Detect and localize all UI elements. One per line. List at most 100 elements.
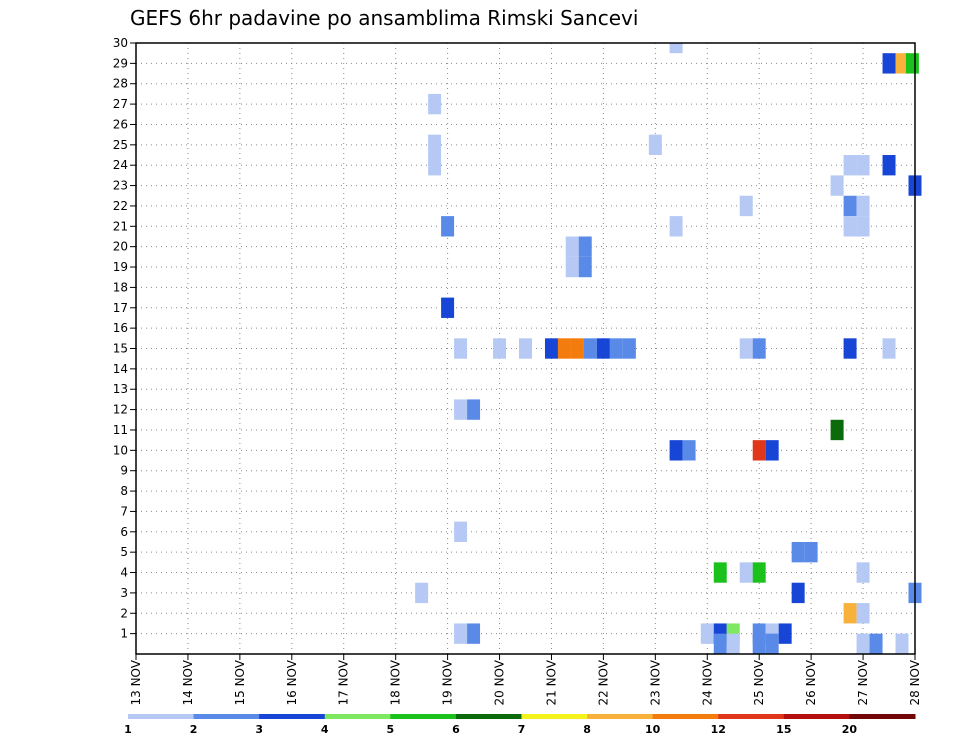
y-tick-label: 8: [120, 484, 128, 498]
heatmap-cell: [454, 338, 468, 359]
y-tick-label: 26: [113, 117, 128, 131]
heatmap-cell: [557, 338, 571, 359]
y-tick-label: 10: [113, 443, 128, 457]
heatmap-cell: [467, 399, 481, 420]
x-tick-label: 28 NOV: [908, 659, 922, 705]
legend-label: 20: [842, 723, 858, 736]
heatmap-cell: [752, 338, 766, 359]
heatmap-cell: [830, 175, 844, 196]
heatmap-cell: [739, 195, 753, 217]
legend-label: 6: [452, 723, 460, 736]
heatmap-cell: [856, 155, 870, 176]
legend-label: 4: [321, 723, 329, 736]
x-tick-label: 19 NOV: [441, 659, 455, 705]
heatmap-cell: [454, 399, 468, 420]
y-tick-label: 9: [120, 464, 128, 478]
heatmap-cell: [454, 623, 468, 644]
heatmap-cell: [856, 216, 870, 237]
y-tick-label: 18: [113, 280, 128, 294]
heatmap-cell: [669, 440, 683, 461]
y-tick-label: 13: [113, 382, 128, 396]
heatmap-cell: [843, 155, 857, 176]
heatmap-cell: [869, 633, 883, 654]
y-tick-label: 11: [113, 423, 128, 437]
x-tick-label: 26 NOV: [804, 659, 818, 705]
y-tick-label: 12: [113, 403, 128, 417]
y-tick-label: 24: [113, 158, 128, 172]
heatmap-cell: [895, 53, 909, 74]
heatmap-cell: [609, 338, 623, 359]
heatmap-cell: [565, 256, 579, 278]
heatmap-cell: [441, 297, 455, 318]
legend-swatch: [128, 714, 195, 719]
heatmap-cell: [570, 338, 584, 359]
heatmap-cell: [752, 633, 766, 654]
heatmap-cell: [622, 338, 636, 359]
heatmap-cell: [791, 582, 805, 604]
legend-swatch: [324, 714, 391, 719]
legend-label: 8: [583, 723, 591, 736]
heatmap-cell: [765, 440, 779, 461]
y-tick-label: 20: [113, 240, 128, 254]
heatmap-cell: [843, 216, 857, 237]
x-tick-label: 16 NOV: [285, 659, 299, 705]
y-tick-label: 6: [120, 525, 128, 539]
y-tick-label: 5: [120, 545, 128, 559]
legend-swatch: [390, 714, 457, 719]
legend-swatch: [521, 714, 588, 719]
heatmap-cell: [578, 236, 592, 257]
heatmap-cell: [726, 633, 740, 654]
legend-swatch: [259, 714, 326, 719]
y-axis: 1234567891011121314151617181920212223242…: [113, 36, 136, 641]
x-tick-label: 24 NOV: [700, 659, 714, 705]
heatmap-cell: [713, 633, 727, 654]
heatmap-cell: [467, 623, 481, 644]
y-tick-label: 3: [120, 586, 128, 600]
legend-swatch: [783, 714, 850, 719]
legend-label: 15: [776, 723, 791, 736]
heatmap-cell: [856, 195, 870, 217]
legend-label: 7: [518, 723, 526, 736]
y-tick-label: 27: [113, 97, 128, 111]
y-tick-label: 25: [113, 138, 128, 152]
x-tick-label: 27 NOV: [856, 659, 870, 705]
heatmap-cell: [765, 633, 779, 654]
heatmap-cell: [519, 338, 532, 359]
heatmap-cell: [791, 541, 805, 563]
y-tick-label: 19: [113, 260, 128, 274]
heatmap-cell: [578, 256, 592, 278]
x-tick-label: 21 NOV: [544, 659, 558, 705]
heatmap-cell: [843, 603, 857, 624]
ensemble-cells: [415, 43, 922, 654]
y-tick-label: 2: [120, 606, 128, 620]
heatmap-cell: [441, 216, 455, 237]
y-tick-label: 29: [113, 56, 128, 70]
legend-swatch: [455, 714, 522, 719]
legend-swatch: [652, 714, 719, 719]
heatmap-cell: [882, 155, 896, 176]
heatmap-cell: [596, 338, 610, 359]
heatmap-cell: [778, 623, 792, 644]
heatmap-cell: [843, 338, 857, 359]
color-legend: 1 2 3 4 5 6 7 8 10 12 15 20: [124, 714, 916, 736]
heatmap-cell: [843, 195, 857, 217]
legend-swatch: [849, 714, 916, 719]
x-tick-label: 23 NOV: [648, 659, 662, 705]
x-tick-label: 13 NOV: [129, 659, 143, 705]
legend-label: 10: [645, 723, 661, 736]
y-tick-label: 7: [120, 504, 128, 518]
y-tick-label: 1: [120, 627, 128, 641]
y-tick-label: 22: [113, 199, 128, 213]
x-tick-label: 18 NOV: [389, 659, 403, 705]
heatmap-cell: [882, 338, 896, 359]
x-tick-label: 14 NOV: [181, 659, 195, 705]
heatmap-cell: [739, 338, 753, 359]
legend-label: 5: [387, 723, 395, 736]
heatmap-cell: [428, 93, 442, 115]
x-tick-label: 25 NOV: [752, 659, 766, 705]
heatmap-cell: [454, 521, 468, 542]
y-tick-label: 16: [113, 321, 128, 335]
heatmap-cell: [856, 633, 870, 654]
heatmap-cell: [565, 236, 579, 257]
heatmap-cell: [428, 155, 442, 176]
